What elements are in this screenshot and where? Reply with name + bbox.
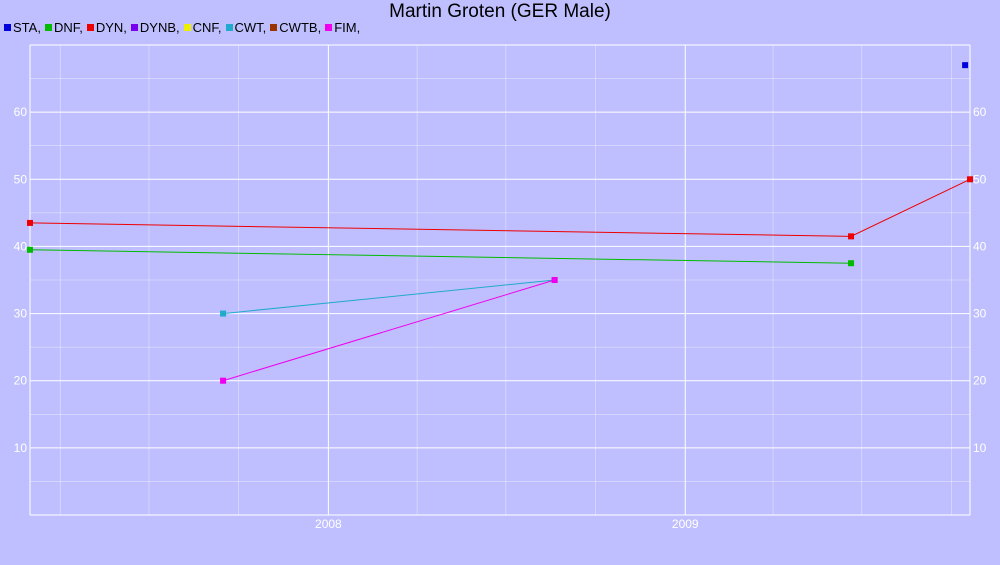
legend-label-dnf: DNF, (53, 20, 83, 35)
legend-item-dynb: DYNB, (130, 20, 180, 35)
chart-title: Martin Groten (GER Male) (389, 1, 611, 22)
tick-labels: 10 10 20 20 30 30 40 40 50 50 60 60 2008 2009 (14, 105, 987, 531)
legend-swatch-fim (325, 24, 333, 31)
legend-item-sta: STA, (4, 20, 41, 35)
legend: STA, DNF, DYN, DYNB, CNF, CWT, CWTB, FIM, (4, 20, 364, 35)
legend-label-dyn: DYN, (95, 20, 127, 35)
legend-label-cwtb: CWTB, (279, 20, 322, 35)
legend-item-dnf: DNF, (44, 20, 83, 35)
legend-item-cwt: CWT, (225, 20, 267, 35)
data-point-dyn (27, 219, 33, 226)
series-line-cwt (223, 279, 555, 315)
series-line-fim (222, 279, 555, 382)
y-tick-label-right: 10 (973, 441, 987, 455)
grid (30, 45, 970, 515)
x-tick-label: 2009 (672, 517, 699, 531)
series-group (27, 62, 973, 384)
data-point-fim (220, 377, 227, 384)
legend-item-cwtb: CWTB, (270, 20, 321, 35)
legend-label-cnf: CNF, (192, 20, 222, 35)
y-tick-label-left: 30 (14, 307, 28, 321)
data-point-dyn (967, 176, 973, 183)
legend-label-cwt: CWT, (234, 20, 267, 35)
legend-label-dynb: DYNB, (139, 20, 180, 35)
legend-swatch-cwtb (270, 24, 278, 31)
y-tick-label-right: 30 (973, 307, 987, 321)
y-tick-label-left: 10 (14, 441, 28, 455)
data-point-sta (962, 62, 969, 69)
data-point-cwt (220, 310, 227, 317)
legend-swatch-dyn (86, 24, 94, 31)
legend-swatch-cnf (183, 24, 191, 31)
legend-swatch-sta (4, 24, 11, 31)
y-tick-label-right: 20 (973, 374, 987, 388)
legend-item-cnf: CNF, (183, 20, 222, 35)
legend-label-sta: STA, (13, 20, 41, 35)
y-tick-label-right: 50 (973, 172, 987, 186)
legend-item-fim: FIM, (325, 20, 360, 35)
series-line-dnf (29, 249, 852, 264)
legend-swatch-dynb (130, 24, 138, 31)
legend-label-fim: FIM, (334, 20, 361, 35)
data-point-dnf (848, 260, 855, 267)
legend-item-dyn: DYN, (86, 20, 127, 35)
y-tick-label-left: 40 (14, 239, 28, 253)
x-tick-label: 2008 (315, 517, 342, 531)
y-tick-label-right: 60 (973, 105, 987, 119)
y-tick-label-left: 60 (14, 105, 28, 119)
legend-swatch-cwt (225, 24, 233, 31)
y-tick-label-left: 50 (14, 172, 28, 186)
y-tick-label-right: 40 (973, 239, 987, 253)
data-point-dnf (27, 246, 33, 253)
y-tick-label-left: 20 (14, 374, 28, 388)
data-point-dyn (848, 233, 855, 240)
legend-swatch-dnf (44, 24, 52, 31)
data-point-fim (551, 277, 558, 283)
